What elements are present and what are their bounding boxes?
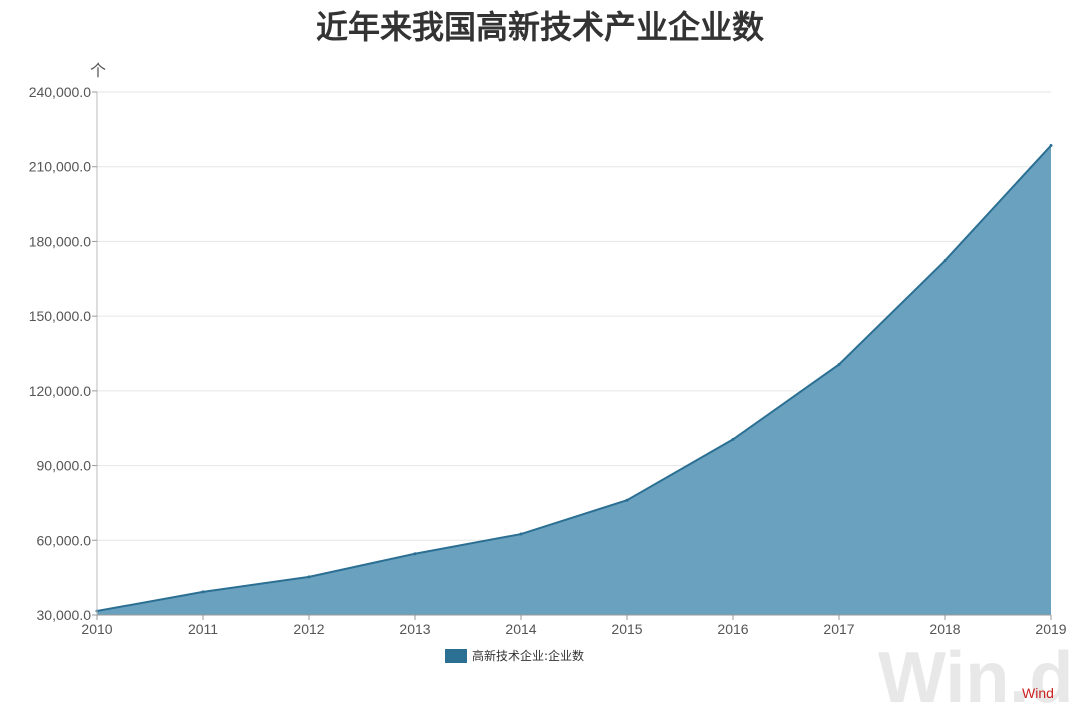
- x-tick-label: 2013: [399, 621, 430, 637]
- x-tick-label: 2015: [611, 621, 642, 637]
- y-tick-label: 120,000.0: [29, 383, 91, 399]
- gridlines: [97, 91, 1051, 541]
- y-axis-ticks: 30,000.0 60,000.0 90,000.0 120,000.0 150,000…: [29, 84, 97, 623]
- data-point: [625, 498, 629, 502]
- data-point: [201, 590, 205, 594]
- x-tick-label: 2017: [823, 621, 854, 637]
- y-tick-label: 90,000.0: [37, 458, 92, 474]
- x-tick-label: 2010: [81, 621, 112, 637]
- y-tick-label: 60,000.0: [37, 532, 92, 548]
- legend-label: 高新技术企业:企业数: [472, 648, 584, 663]
- series-area: [97, 145, 1051, 616]
- y-unit-label: 个: [90, 61, 106, 80]
- x-tick-label: 2016: [717, 621, 748, 637]
- x-tick-label: 2018: [929, 621, 960, 637]
- legend-swatch: [445, 649, 467, 663]
- watermark-logo: Win.d: [878, 638, 1073, 712]
- data-point: [1049, 144, 1053, 148]
- y-tick-label: 240,000.0: [29, 84, 91, 100]
- data-point: [519, 532, 523, 536]
- series-line: [96, 144, 1052, 612]
- y-tick-label: 30,000.0: [37, 607, 92, 623]
- y-tick-label: 180,000.0: [29, 233, 91, 249]
- y-tick-label: 210,000.0: [29, 159, 91, 175]
- x-tick-label: 2014: [505, 621, 536, 637]
- legend: 高新技术企业:企业数: [445, 648, 584, 663]
- x-tick-label: 2019: [1035, 621, 1066, 637]
- data-point: [943, 259, 947, 263]
- x-axis-ticks: 2010 2011 2012 2013 2014 2015 2016 2017 2018 2019: [81, 615, 1067, 637]
- data-point: [307, 575, 311, 579]
- watermark-brand: Wind: [1022, 685, 1054, 701]
- data-point: [837, 362, 841, 366]
- data-point: [731, 437, 735, 441]
- x-tick-label: 2011: [188, 621, 218, 637]
- plot-area: [95, 144, 1053, 616]
- data-point: [413, 552, 417, 556]
- y-tick-label: 150,000.0: [29, 308, 91, 324]
- x-tick-label: 2012: [293, 621, 324, 637]
- chart-title: 近年来我国高新技术产业企业数: [316, 8, 765, 46]
